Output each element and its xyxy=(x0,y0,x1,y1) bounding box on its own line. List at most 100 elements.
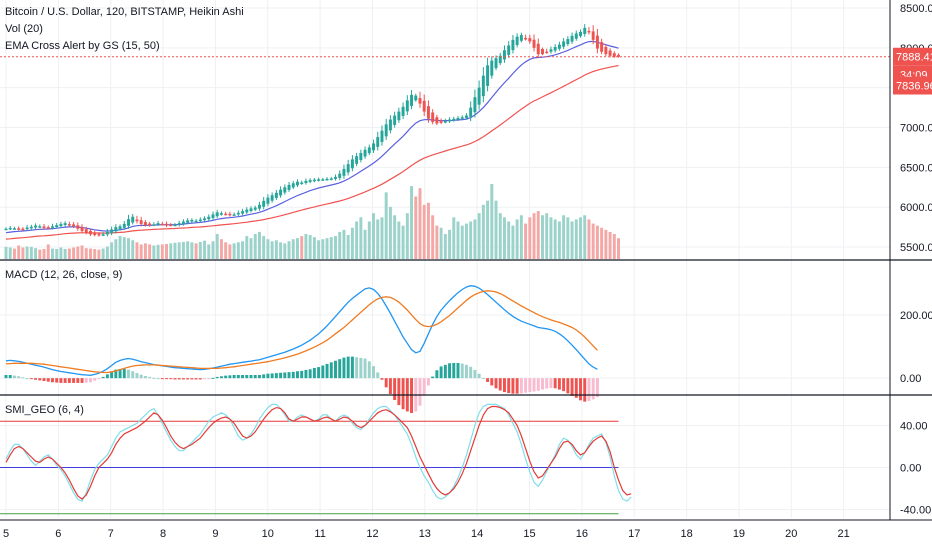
ema-slow-line xyxy=(5,64,619,240)
candle-body xyxy=(536,43,540,55)
candle-body xyxy=(549,49,553,52)
ema-value-badge-text: 7836.96 xyxy=(896,81,932,93)
macd-histogram-bar xyxy=(114,369,118,379)
candle-body xyxy=(355,156,359,164)
volume-bar xyxy=(219,239,223,259)
macd-histogram-bar xyxy=(557,378,561,390)
volume-bar xyxy=(152,245,156,259)
candle-body xyxy=(232,214,236,216)
candle-body xyxy=(12,228,16,230)
macd-histogram-bar xyxy=(329,362,333,379)
ema-lines xyxy=(5,40,619,240)
candle-body xyxy=(253,207,257,210)
volume-bar xyxy=(469,221,473,259)
volume-bar xyxy=(355,221,359,259)
macd-histogram-bar xyxy=(376,372,380,379)
macd-histogram-bar xyxy=(583,378,587,402)
candle-body xyxy=(148,223,152,226)
macd-histogram-bar xyxy=(541,378,544,390)
volume-bar xyxy=(190,242,194,259)
macd-histogram-bar xyxy=(435,370,439,379)
macd-histogram-bar xyxy=(477,373,481,379)
macd-histogram-bar xyxy=(4,375,8,379)
macd-histogram-bar xyxy=(587,378,591,401)
x-tick-label: 15 xyxy=(523,528,535,540)
volume-bar xyxy=(507,221,511,259)
macd-histogram-bar xyxy=(89,378,92,383)
volume-bar xyxy=(448,229,452,259)
candle-body xyxy=(127,219,130,226)
macd-histogram-bar xyxy=(452,362,456,379)
volume-bar xyxy=(401,225,405,259)
volume-bar xyxy=(541,215,544,259)
volume-bar xyxy=(460,225,464,259)
y-tick-label: 40.00 xyxy=(900,420,928,432)
macd-histogram-bar xyxy=(34,378,38,380)
macd-histogram-bar xyxy=(338,359,342,379)
candle-body xyxy=(156,223,160,225)
macd-histogram-bar xyxy=(566,378,570,394)
candle-body xyxy=(283,187,287,193)
macd-histogram-bar xyxy=(127,369,130,379)
candle-body xyxy=(93,232,97,236)
candle-body xyxy=(4,228,8,231)
candle-body xyxy=(135,219,139,222)
y-tick-label: 6500.00 xyxy=(900,162,932,174)
volume-bar xyxy=(279,242,283,259)
x-tick-label: 20 xyxy=(785,528,797,540)
volume-bar xyxy=(490,184,494,259)
macd-plot xyxy=(4,285,599,413)
volume-bar xyxy=(34,248,38,259)
volume-bar xyxy=(342,229,346,259)
macd-study-label[interactable]: MACD (12, 26, close, 9) xyxy=(5,269,123,281)
x-tick-label: 5 xyxy=(3,528,9,540)
candle-body xyxy=(181,221,185,224)
volume-bar xyxy=(545,213,549,259)
volume-bar xyxy=(549,217,553,259)
candle-body xyxy=(110,229,114,234)
candle-body xyxy=(84,229,88,233)
candle-body xyxy=(452,118,456,121)
volume-bar xyxy=(97,249,101,259)
macd-histogram-bar xyxy=(236,375,240,379)
candle-body xyxy=(583,27,587,34)
last-price-badge xyxy=(893,47,932,66)
x-tick-label: 12 xyxy=(366,528,378,540)
volume-study-label[interactable]: Vol (20) xyxy=(5,23,43,35)
volume-bar xyxy=(566,217,570,259)
candle-body xyxy=(308,180,312,182)
macd-histogram-bar xyxy=(393,378,397,401)
candle-body xyxy=(617,54,621,57)
candle-body xyxy=(405,100,409,112)
macd-histogram-bar xyxy=(579,378,582,401)
volume-bar xyxy=(38,249,42,259)
candle-body xyxy=(203,218,207,221)
macd-histogram-bar xyxy=(253,375,257,379)
candle-body xyxy=(494,58,498,69)
volume-bar xyxy=(215,234,219,259)
candle-body xyxy=(101,234,105,236)
volume-bar xyxy=(617,238,621,259)
macd-histogram-bar xyxy=(325,363,329,379)
volume-bar xyxy=(587,219,591,259)
macd-histogram-bar xyxy=(372,366,375,379)
ema-study-label[interactable]: EMA Cross Alert by GS (15, 50) xyxy=(5,40,160,52)
candle-body xyxy=(431,112,435,122)
candle-body xyxy=(55,225,59,228)
volume-bar xyxy=(169,243,173,259)
macd-histogram-bar xyxy=(245,375,249,379)
candle-body xyxy=(541,48,544,55)
smi-study-label[interactable]: SMI_GEO (6, 4) xyxy=(5,404,84,416)
candle-body xyxy=(515,36,519,45)
volume-bar xyxy=(46,244,50,259)
candles xyxy=(0,24,890,237)
candle-body xyxy=(532,39,536,48)
candle-body xyxy=(186,220,190,223)
candle-body xyxy=(46,227,50,229)
macd-histogram-bar xyxy=(249,375,253,379)
macd-histogram-bar xyxy=(59,378,63,383)
volume-bar xyxy=(236,242,240,259)
volume-bar xyxy=(570,221,574,259)
